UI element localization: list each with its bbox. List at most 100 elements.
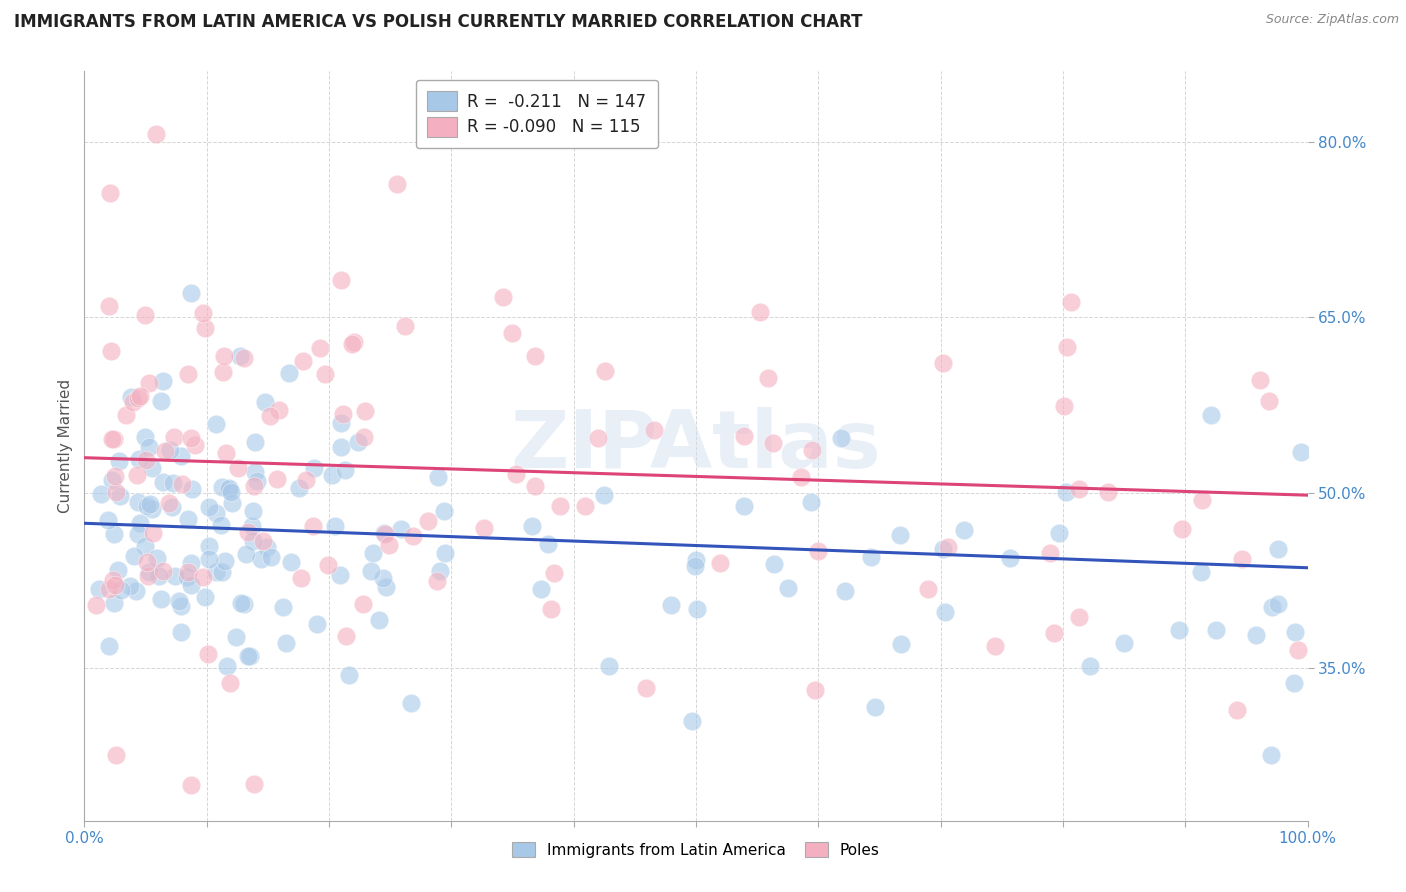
- Point: [128, 389, 150, 403]
- Point: [229, 596, 252, 610]
- Point: [239, 649, 262, 664]
- Point: [243, 777, 266, 791]
- Point: [1053, 399, 1076, 413]
- Point: [416, 514, 439, 528]
- Point: [426, 574, 449, 588]
- Point: [108, 489, 131, 503]
- Point: [127, 468, 149, 483]
- Point: [233, 597, 256, 611]
- Point: [492, 290, 515, 304]
- Point: [389, 522, 412, 536]
- Point: [314, 367, 336, 381]
- Point: [122, 549, 145, 564]
- Point: [193, 306, 215, 320]
- Point: [733, 429, 755, 443]
- Point: [141, 502, 163, 516]
- Point: [865, 700, 887, 714]
- Point: [1289, 444, 1312, 458]
- Point: [352, 597, 374, 611]
- Point: [139, 497, 162, 511]
- Point: [205, 506, 228, 520]
- Point: [762, 557, 785, 571]
- Point: [335, 629, 357, 643]
- Point: [243, 465, 266, 479]
- Point: [252, 533, 274, 548]
- Point: [177, 368, 200, 382]
- Point: [152, 475, 174, 490]
- Point: [830, 431, 852, 445]
- Point: [543, 566, 565, 581]
- Point: [229, 349, 252, 363]
- Point: [135, 499, 157, 513]
- Point: [180, 431, 202, 445]
- Point: [387, 177, 409, 191]
- Point: [1168, 623, 1191, 637]
- Y-axis label: Currently Married: Currently Married: [58, 379, 73, 513]
- Point: [686, 602, 709, 616]
- Point: [98, 186, 121, 201]
- Point: [184, 438, 207, 452]
- Point: [204, 417, 226, 431]
- Point: [354, 404, 377, 418]
- Point: [101, 474, 124, 488]
- Point: [212, 349, 235, 363]
- Point: [218, 481, 240, 495]
- Point: [804, 683, 827, 698]
- Point: [1230, 552, 1253, 566]
- Point: [87, 582, 110, 597]
- Point: [269, 403, 291, 417]
- Point: [776, 581, 799, 595]
- Point: [254, 395, 277, 409]
- Point: [394, 319, 416, 334]
- Point: [1189, 565, 1212, 579]
- Point: [1114, 636, 1136, 650]
- Point: [1249, 373, 1271, 387]
- Point: [107, 454, 129, 468]
- Point: [236, 648, 259, 663]
- Point: [225, 630, 247, 644]
- Point: [177, 512, 200, 526]
- Point: [501, 326, 523, 340]
- Point: [176, 570, 198, 584]
- Point: [998, 550, 1021, 565]
- Point: [931, 356, 953, 370]
- Point: [574, 500, 596, 514]
- Point: [659, 598, 682, 612]
- Point: [280, 555, 302, 569]
- Point: [266, 472, 288, 486]
- Point: [321, 468, 343, 483]
- Point: [1170, 522, 1192, 536]
- Point: [426, 470, 449, 484]
- Point: [550, 499, 572, 513]
- Point: [681, 714, 703, 728]
- Point: [197, 500, 219, 515]
- Point: [211, 480, 233, 494]
- Point: [134, 308, 156, 322]
- Point: [232, 351, 254, 366]
- Point: [1260, 599, 1282, 614]
- Point: [98, 299, 121, 313]
- Point: [125, 583, 148, 598]
- Point: [135, 452, 157, 467]
- Point: [104, 578, 127, 592]
- Point: [127, 494, 149, 508]
- Point: [104, 485, 127, 500]
- Point: [287, 481, 309, 495]
- Point: [302, 461, 325, 475]
- Point: [834, 584, 856, 599]
- Point: [170, 625, 193, 640]
- Point: [1097, 485, 1119, 500]
- Point: [152, 374, 174, 388]
- Point: [329, 567, 352, 582]
- Point: [540, 602, 562, 616]
- Point: [295, 473, 318, 487]
- Point: [120, 578, 142, 592]
- Point: [291, 354, 314, 368]
- Point: [159, 442, 181, 457]
- Point: [353, 430, 375, 444]
- Point: [323, 518, 346, 533]
- Point: [375, 581, 398, 595]
- Point: [340, 337, 363, 351]
- Point: [1067, 482, 1090, 496]
- Point: [274, 636, 297, 650]
